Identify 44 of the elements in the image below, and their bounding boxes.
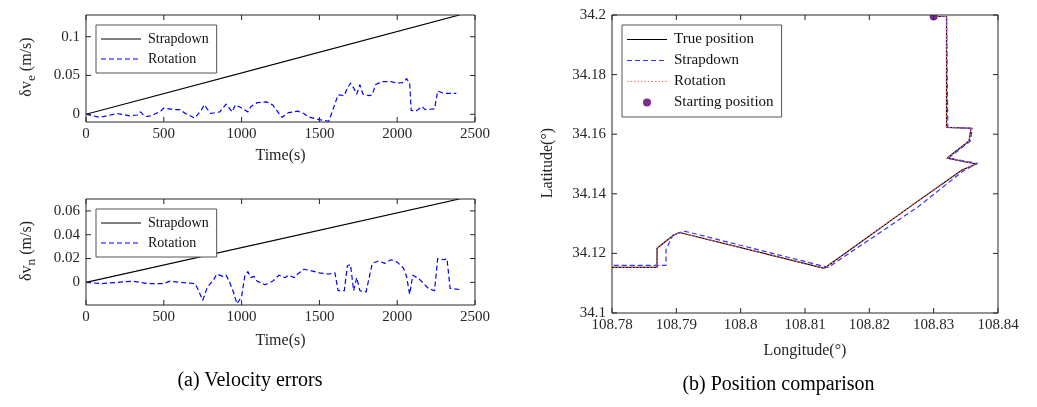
y-tick-label: 34.1 xyxy=(579,303,606,320)
legend-label: Strapdown xyxy=(148,214,209,230)
legend-label: True position xyxy=(674,30,755,47)
y-tick-label: 0.02 xyxy=(53,249,80,266)
legend-label: Rotation xyxy=(148,234,197,250)
x-tick-label: 108.79 xyxy=(655,315,697,332)
x-tick-label: 108.83 xyxy=(913,315,955,332)
x-tick-label: 1000 xyxy=(226,124,257,141)
y-tick-label: 34.18 xyxy=(572,65,606,82)
x-axis-title: Longitude(°) xyxy=(763,340,847,359)
legend-label: Starting position xyxy=(674,93,775,110)
y-tick-label: 0 xyxy=(72,273,80,290)
y-axis-title: Latitude(°) xyxy=(538,127,556,199)
x-axis-title: Time(s) xyxy=(255,145,306,164)
text: (b) Position comparison xyxy=(682,372,875,395)
x-tick-label: 2500 xyxy=(460,124,490,141)
line-series xyxy=(86,77,457,122)
x-tick-label: 108.82 xyxy=(848,315,890,332)
legend-label: Strapdown xyxy=(674,51,740,68)
y-tick-label: 0.1 xyxy=(61,27,80,44)
x-tick-label: 2000 xyxy=(382,124,413,141)
y-tick-label: 34.16 xyxy=(572,125,607,142)
y-tick-label: 34.12 xyxy=(572,244,606,261)
x-tick-label: 500 xyxy=(152,307,176,324)
y-tick-label: 34.2 xyxy=(579,5,606,22)
x-tick-label: 2000 xyxy=(382,307,413,324)
legend-label: Rotation xyxy=(148,50,197,66)
y-tick-label: 0.04 xyxy=(53,225,81,242)
y-tick-label: 0.05 xyxy=(53,66,80,83)
legend-label: Rotation xyxy=(674,72,727,89)
x-tick-label: 500 xyxy=(152,124,176,141)
x-tick-label: 1500 xyxy=(304,124,335,141)
x-axis-title: Time(s) xyxy=(255,330,306,349)
text: (a) Velocity errors xyxy=(177,368,323,391)
x-tick-label: 108.8 xyxy=(723,315,758,332)
x-tick-label: 1000 xyxy=(226,307,257,324)
x-tick-label: 1500 xyxy=(304,307,335,324)
legend-label: Strapdown xyxy=(148,30,209,46)
x-tick-label: 108.84 xyxy=(977,315,1020,332)
y-tick-label: 34.14 xyxy=(572,184,607,201)
y-tick-label: 0 xyxy=(72,105,80,122)
x-tick-label: 108.81 xyxy=(784,315,826,332)
x-tick-label: 2500 xyxy=(460,307,490,324)
y-tick-label: 0.06 xyxy=(53,201,81,218)
